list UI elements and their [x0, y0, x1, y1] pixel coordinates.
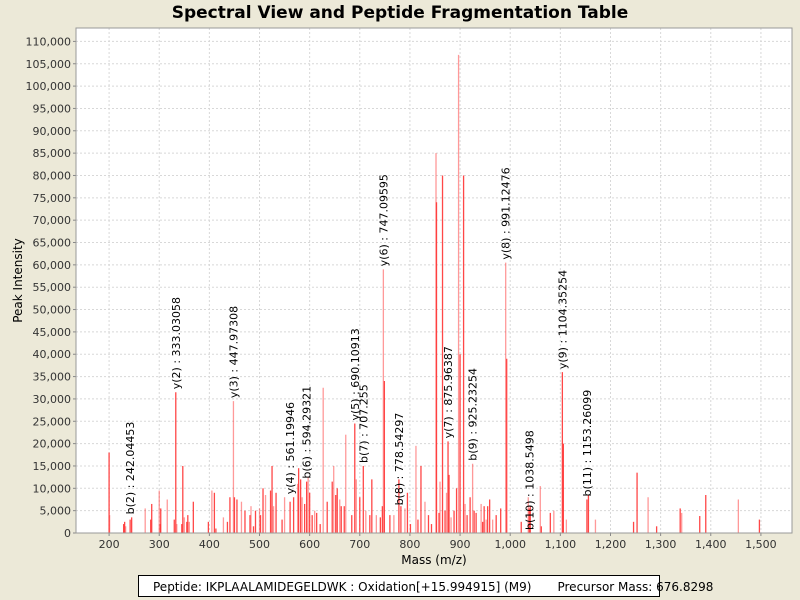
peak-annotation: y(4) : 561.19946	[284, 402, 297, 494]
x-tick-label: 1,200	[595, 538, 627, 551]
y-tick-label: 65,000	[33, 237, 72, 250]
peak-annotation: y(3) : 447.97308	[227, 306, 240, 398]
y-tick-label: 90,000	[33, 125, 72, 138]
y-tick-label: 55,000	[33, 281, 72, 294]
x-tick-label: 1,100	[545, 538, 577, 551]
y-tick-label: 35,000	[33, 371, 72, 384]
x-tick-label: 400	[199, 538, 220, 551]
y-tick-label: 0	[64, 527, 71, 540]
plot-area	[76, 28, 792, 533]
y-tick-label: 5,000	[40, 505, 72, 518]
y-tick-label: 10,000	[33, 482, 72, 495]
chart-title: Spectral View and Peptide Fragmentation …	[171, 3, 629, 23]
y-tick-label: 40,000	[33, 348, 72, 361]
y-tick-label: 70,000	[33, 214, 72, 227]
y-tick-label: 15,000	[33, 460, 72, 473]
peak-annotation: y(8) : 991.12476	[500, 167, 513, 259]
peptide-label: Peptide: IKPLAALAMIDEGELDWK : Oxidation[…	[153, 580, 532, 594]
x-tick-label: 600	[299, 538, 320, 551]
plot-border	[75, 27, 793, 534]
peak-annotation: b(6) : 594.29321	[301, 386, 314, 479]
y-tick-label: 100,000	[26, 80, 72, 93]
peak-annotation: b(11) : 1153.26099	[581, 390, 594, 497]
y-tick-label: 110,000	[26, 35, 72, 48]
y-tick-label: 60,000	[33, 259, 72, 272]
y-axis-label: Peak Intensity	[11, 238, 25, 323]
x-tick-label: 1,000	[494, 538, 526, 551]
peak-annotation: y(5) : 690.10913	[349, 328, 362, 420]
x-tick-label: 1,400	[695, 538, 727, 551]
peak-annotation: y(9) : 1104.35254	[556, 270, 569, 369]
precursor-mass-label: Precursor Mass: 676.8298	[557, 580, 714, 594]
peak-annotation: b(8) : 778.54297	[393, 413, 406, 506]
x-tick-label: 900	[450, 538, 471, 551]
x-tick-label: 700	[349, 538, 370, 551]
y-tick-label: 95,000	[33, 102, 72, 115]
y-tick-label: 75,000	[33, 192, 72, 205]
peak-annotation: y(6) : 747.09595	[377, 174, 390, 266]
y-tick-label: 25,000	[33, 415, 72, 428]
y-tick-label: 20,000	[33, 438, 72, 451]
peak-annotation: b(9) : 925.23254	[467, 368, 480, 461]
peak-annotation: b(2) : 242.04453	[124, 422, 137, 515]
x-tick-label: 800	[399, 538, 420, 551]
peptide-info-box: Peptide: IKPLAALAMIDEGELDWK : Oxidation[…	[138, 575, 713, 597]
x-tick-label: 1,500	[745, 538, 777, 551]
x-tick-label: 300	[149, 538, 170, 551]
x-tick-label: 500	[249, 538, 270, 551]
peak-annotation: b(7) : 707.255	[357, 384, 370, 463]
y-tick-label: 105,000	[26, 58, 72, 71]
spectrum-chart: 200 300 400 500 600 700 800 900 1,000 1,100 1,200 1…	[11, 27, 793, 567]
y-tick-label: 30,000	[33, 393, 72, 406]
y-tick-label: 45,000	[33, 326, 72, 339]
peak-annotation: y(7) : 875.96387	[442, 346, 455, 438]
peak-annotation: b(10) : 1038.5498	[523, 430, 536, 530]
y-tick-label: 85,000	[33, 147, 72, 160]
peak-annotation: y(2) : 333.03058	[170, 297, 183, 389]
y-tick-label: 50,000	[33, 304, 72, 317]
y-tick-label: 80,000	[33, 169, 72, 182]
x-axis-label: Mass (m/z)	[401, 553, 466, 567]
x-tick-label: 200	[99, 538, 120, 551]
x-tick-label: 1,300	[645, 538, 677, 551]
